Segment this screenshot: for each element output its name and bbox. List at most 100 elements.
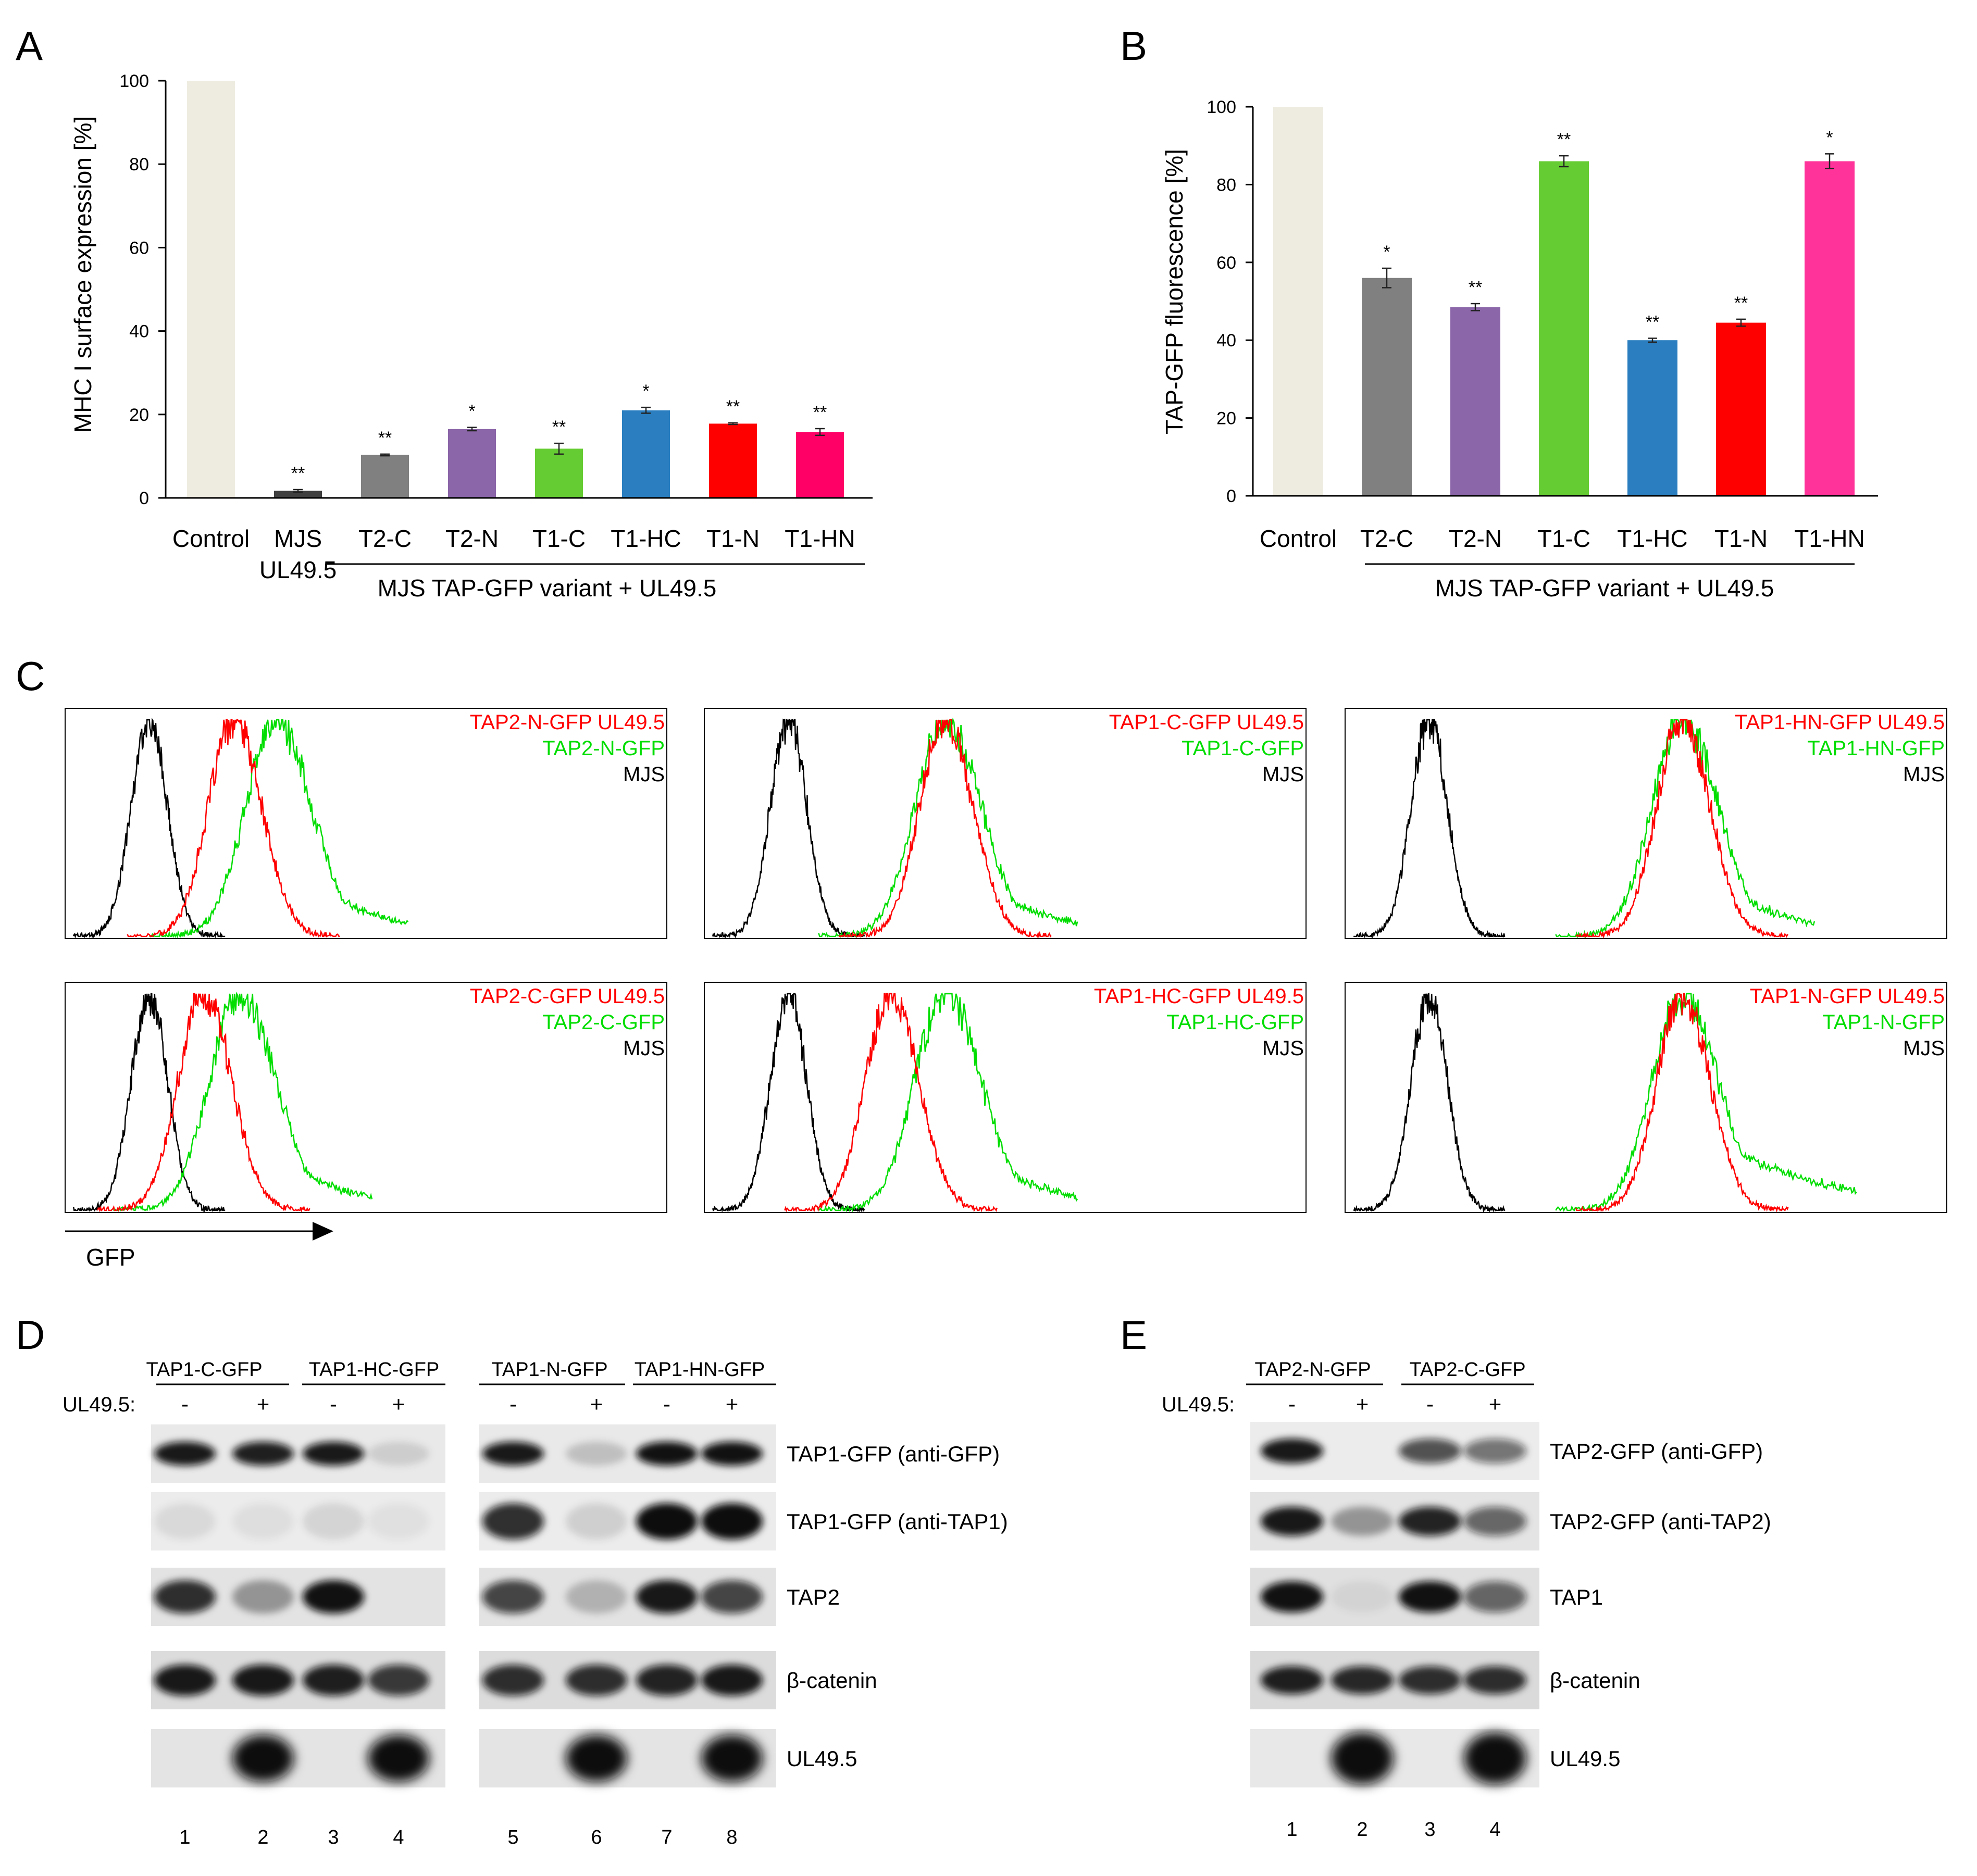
histogram-legend-label: MJS — [1262, 1037, 1304, 1060]
blot-band — [303, 1442, 364, 1466]
blot-lane-number: 4 — [1489, 1819, 1500, 1841]
blot-e: TAP2-N-GFP TAP2-C-GFP UL49.5: - 1 +2 - 3 +4 TAP2-… — [1162, 1359, 1771, 1841]
chart-b-error-bar — [1471, 303, 1480, 311]
chart-b-error-bar — [1825, 153, 1834, 170]
histogram-legend-label: MJS — [1903, 1037, 1945, 1060]
chart-b-bar — [1273, 107, 1323, 496]
chart-a-bar — [361, 455, 409, 498]
histogram-legend-label: TAP1-HN-GFP — [1807, 737, 1945, 760]
histogram-legend-label: TAP2-N-GFP — [542, 737, 665, 760]
blot-band — [232, 1503, 294, 1540]
chart-a-significance-label: ** — [291, 464, 305, 483]
blot-lane-number: 7 — [661, 1827, 672, 1848]
blot-group-label: TAP2-C-GFP — [1409, 1359, 1525, 1381]
blot-band — [1261, 1507, 1323, 1536]
histogram-panel-frame — [1345, 982, 1947, 1213]
chart-b-error-bar — [1648, 337, 1657, 343]
chart-a-bar — [274, 491, 322, 498]
ul49-histogram-curve — [1575, 993, 1789, 1213]
chart-b-x-tick-label: T1-N — [1714, 525, 1768, 552]
blot-band — [1399, 1581, 1461, 1612]
chart-b-y-axis-title: TAP-GFP fluorescence [%] — [1161, 149, 1188, 434]
blot-sign-label: - — [1426, 1392, 1434, 1416]
chart-b-bar — [1362, 278, 1412, 496]
gfp-axis-arrow — [65, 1222, 333, 1241]
blot-sign-label: + — [392, 1392, 405, 1416]
chart-a-error-bar — [380, 453, 390, 457]
blot-band — [368, 1735, 429, 1782]
blot-sign-label: - — [663, 1392, 670, 1416]
blot-band — [1261, 1581, 1323, 1612]
blot-band — [1399, 1439, 1461, 1464]
ul49-histogram-curve — [127, 719, 340, 938]
blot-band — [303, 1665, 364, 1696]
ul49-histogram-curve — [784, 993, 998, 1213]
blot-band — [701, 1665, 763, 1696]
blot-band — [303, 1580, 364, 1614]
chart-a-x-tick-label-line2: UL49.5 — [259, 556, 337, 583]
mjs-histogram-curve — [73, 718, 226, 939]
chart-a-x-tick-label: T1-N — [706, 525, 760, 552]
histogram-panel-frame — [704, 982, 1307, 1213]
chart-b-x-tick-label: T1-C — [1537, 525, 1590, 552]
blot-band — [636, 1503, 698, 1540]
panel-label-b: B — [1120, 23, 1147, 69]
blot-band — [154, 1503, 216, 1540]
chart-a-x-tick-label: T2-C — [358, 525, 412, 552]
blot-row-label: TAP2 — [787, 1585, 840, 1609]
blot-band — [368, 1503, 429, 1540]
histogram-panel-frame — [65, 708, 667, 939]
blot-band — [232, 1735, 294, 1782]
chart-b-significance-label: ** — [1469, 278, 1482, 297]
chart-a-y-tick-label: 0 — [139, 489, 149, 508]
blot-band — [1331, 1732, 1394, 1784]
histogram-panel-frame — [1345, 708, 1947, 939]
chart-b-bar — [1805, 161, 1855, 496]
blot-band — [154, 1580, 216, 1614]
blot-band — [232, 1665, 294, 1696]
chart-c: TAP2-N-GFP UL49.5 TAP2-N-GFP MJS TAP1-C-GFP… — [65, 708, 1947, 1213]
blot-band — [1399, 1507, 1461, 1536]
blot-lane-number: 8 — [726, 1827, 737, 1848]
chart-a-y-tick-label: 20 — [129, 405, 149, 425]
chart-b-error-bar — [1382, 267, 1391, 289]
chart-b-x-tick-label: T2-C — [1360, 525, 1413, 552]
chart-b-bar — [1716, 322, 1766, 496]
chart-b-significance-label: ** — [1646, 312, 1659, 332]
blot-band — [303, 1503, 364, 1540]
blot-row-label: TAP2-GFP (anti-GFP) — [1550, 1439, 1763, 1464]
chart-b-bar — [1539, 161, 1589, 496]
blot-band — [701, 1503, 763, 1540]
gfp-histogram-curve — [113, 992, 373, 1212]
chart-a-significance-label: ** — [378, 428, 392, 448]
blot-lane-number: 3 — [328, 1827, 339, 1848]
gfp-histogram-curve — [149, 719, 409, 939]
chart-a-bar — [187, 81, 235, 498]
blot-lane-number: 2 — [1357, 1819, 1367, 1841]
mjs-histogram-curve — [1353, 992, 1506, 1213]
chart-b-y-tick-label: 20 — [1216, 409, 1236, 429]
blot-row-label: β-catenin — [1550, 1668, 1640, 1693]
blot-band — [1331, 1507, 1394, 1536]
blot-band — [1261, 1439, 1323, 1464]
blot-band — [701, 1580, 763, 1614]
chart-b-y-tick-label: 40 — [1216, 331, 1236, 351]
chart-a-significance-label: * — [642, 381, 649, 401]
chart-b-y-tick-label: 100 — [1207, 97, 1236, 117]
blot-band — [566, 1442, 627, 1466]
ul49-histogram-curve — [838, 719, 1052, 939]
blot-band — [154, 1442, 216, 1466]
blot-row-label: UL49.5 — [787, 1746, 857, 1771]
histogram-legend-label: TAP1-C-GFP UL49.5 — [1109, 711, 1304, 734]
chart-a: MHC I surface expression [%] 0 20 40 60 80 10… — [69, 71, 873, 602]
ul49-histogram-curve — [1575, 719, 1788, 939]
blot-band — [1331, 1666, 1394, 1694]
mjs-histogram-curve — [72, 993, 226, 1213]
histogram-legend-label: TAP1-N-GFP UL49.5 — [1750, 985, 1945, 1008]
histogram-legend-label: TAP1-N-GFP — [1822, 1011, 1945, 1034]
chart-a-y-tick-label: 60 — [129, 238, 149, 258]
histogram-panel-frame — [704, 708, 1307, 939]
blot-group-label: TAP1-HN-GFP — [635, 1359, 765, 1381]
mjs-histogram-curve — [712, 718, 865, 939]
